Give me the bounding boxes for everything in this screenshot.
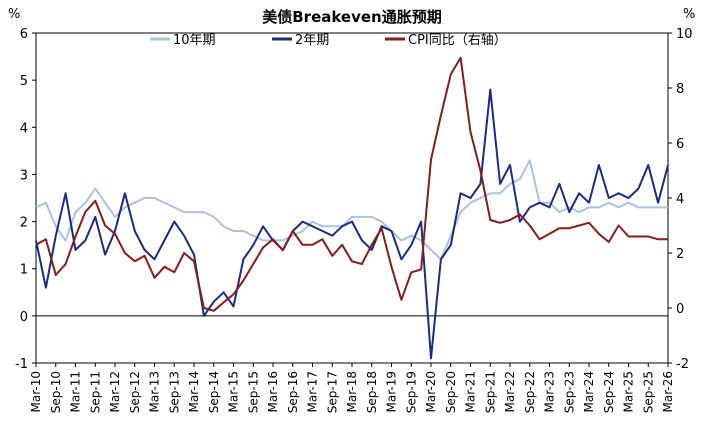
x-tick-label: Mar-23 (543, 371, 557, 412)
legend: 10年期 2年期 CPI同比（右轴） (150, 33, 507, 48)
x-tick-label: Sep-11 (88, 371, 102, 413)
y-left-tick-label: 1 (20, 263, 28, 278)
y-right-tick-label: 8 (676, 82, 684, 97)
x-tick-label: Mar-17 (306, 371, 320, 412)
x-tick-label: Mar-26 (661, 371, 675, 412)
right-axis-unit: % (683, 7, 695, 22)
y-left-tick-label: 4 (20, 121, 28, 136)
legend-label-cpi: CPI同比（右轴） (408, 33, 507, 48)
y-right-tick-label: 2 (676, 247, 684, 262)
y-left-tick-label: 2 (20, 216, 28, 231)
x-tick-label: Sep-22 (523, 371, 537, 413)
y-right-tick-label: 4 (676, 192, 684, 207)
x-tick-label: Sep-10 (49, 371, 63, 413)
x-tick-label: Mar-15 (227, 371, 241, 412)
x-tick-label: Mar-24 (582, 371, 596, 412)
x-tick-label: Sep-12 (128, 371, 142, 413)
series-lines (35, 56, 669, 360)
y-right-tick-label: 10 (676, 27, 693, 42)
x-tick-label: Mar-12 (108, 371, 122, 412)
y-left-tick-label: -1 (15, 357, 28, 372)
x-tick-label: Mar-10 (29, 371, 43, 412)
x-tick-label: Mar-20 (424, 371, 438, 412)
x-tick-label: Mar-22 (503, 371, 517, 412)
plot-frame (35, 32, 669, 364)
x-tick-label: Sep-25 (641, 371, 655, 413)
left-axis-unit: % (8, 7, 20, 22)
x-tick-label: Sep-20 (444, 371, 458, 413)
x-tick-label: Mar-14 (187, 371, 201, 412)
x-tick-label: Sep-19 (404, 371, 418, 413)
x-tick-label: Mar-19 (385, 371, 399, 412)
x-tick-label: Mar-18 (345, 371, 359, 412)
x-tick-label: Sep-15 (246, 371, 260, 413)
y-left-tick-label: 0 (20, 310, 28, 325)
x-tick-label: Sep-21 (483, 371, 497, 413)
x-tick-label: Sep-18 (365, 371, 379, 413)
x-tick-label: Sep-24 (602, 371, 616, 413)
x-tick-label: Mar-25 (622, 371, 636, 412)
y-left-tick-label: 3 (20, 168, 28, 183)
series-line-cpi (35, 56, 668, 312)
x-tick-label: Mar-11 (69, 371, 83, 412)
y-right-tick-label: 0 (676, 302, 684, 317)
legend-label-10y: 10年期 (173, 33, 216, 48)
axes: -1 0 1 2 3 4 5 6 -2 0 2 4 6 8 10 Mar-10 Sep-10 Mar-11 Sep-… (15, 27, 693, 413)
x-tick-label: Sep-17 (325, 371, 339, 413)
y-left-tick-label: 5 (20, 74, 28, 89)
x-tick-label: Sep-13 (167, 371, 181, 413)
x-tick-label: Mar-16 (266, 371, 280, 412)
y-right-tick-label: -2 (676, 357, 689, 372)
x-tick-label: Mar-13 (148, 371, 162, 412)
x-tick-label: Mar-21 (464, 371, 478, 412)
series-line-2y (35, 88, 669, 360)
x-tick-label: Sep-23 (562, 371, 576, 413)
y-right-tick-label: 6 (676, 137, 684, 152)
x-tick-label: Sep-16 (286, 371, 300, 413)
x-tick-label: Sep-14 (207, 371, 221, 413)
legend-label-2y: 2年期 (295, 33, 329, 48)
series-line-10y (35, 159, 668, 261)
y-left-tick-label: 6 (20, 27, 28, 42)
chart-title: 美债Breakeven通胀预期 (262, 8, 442, 26)
